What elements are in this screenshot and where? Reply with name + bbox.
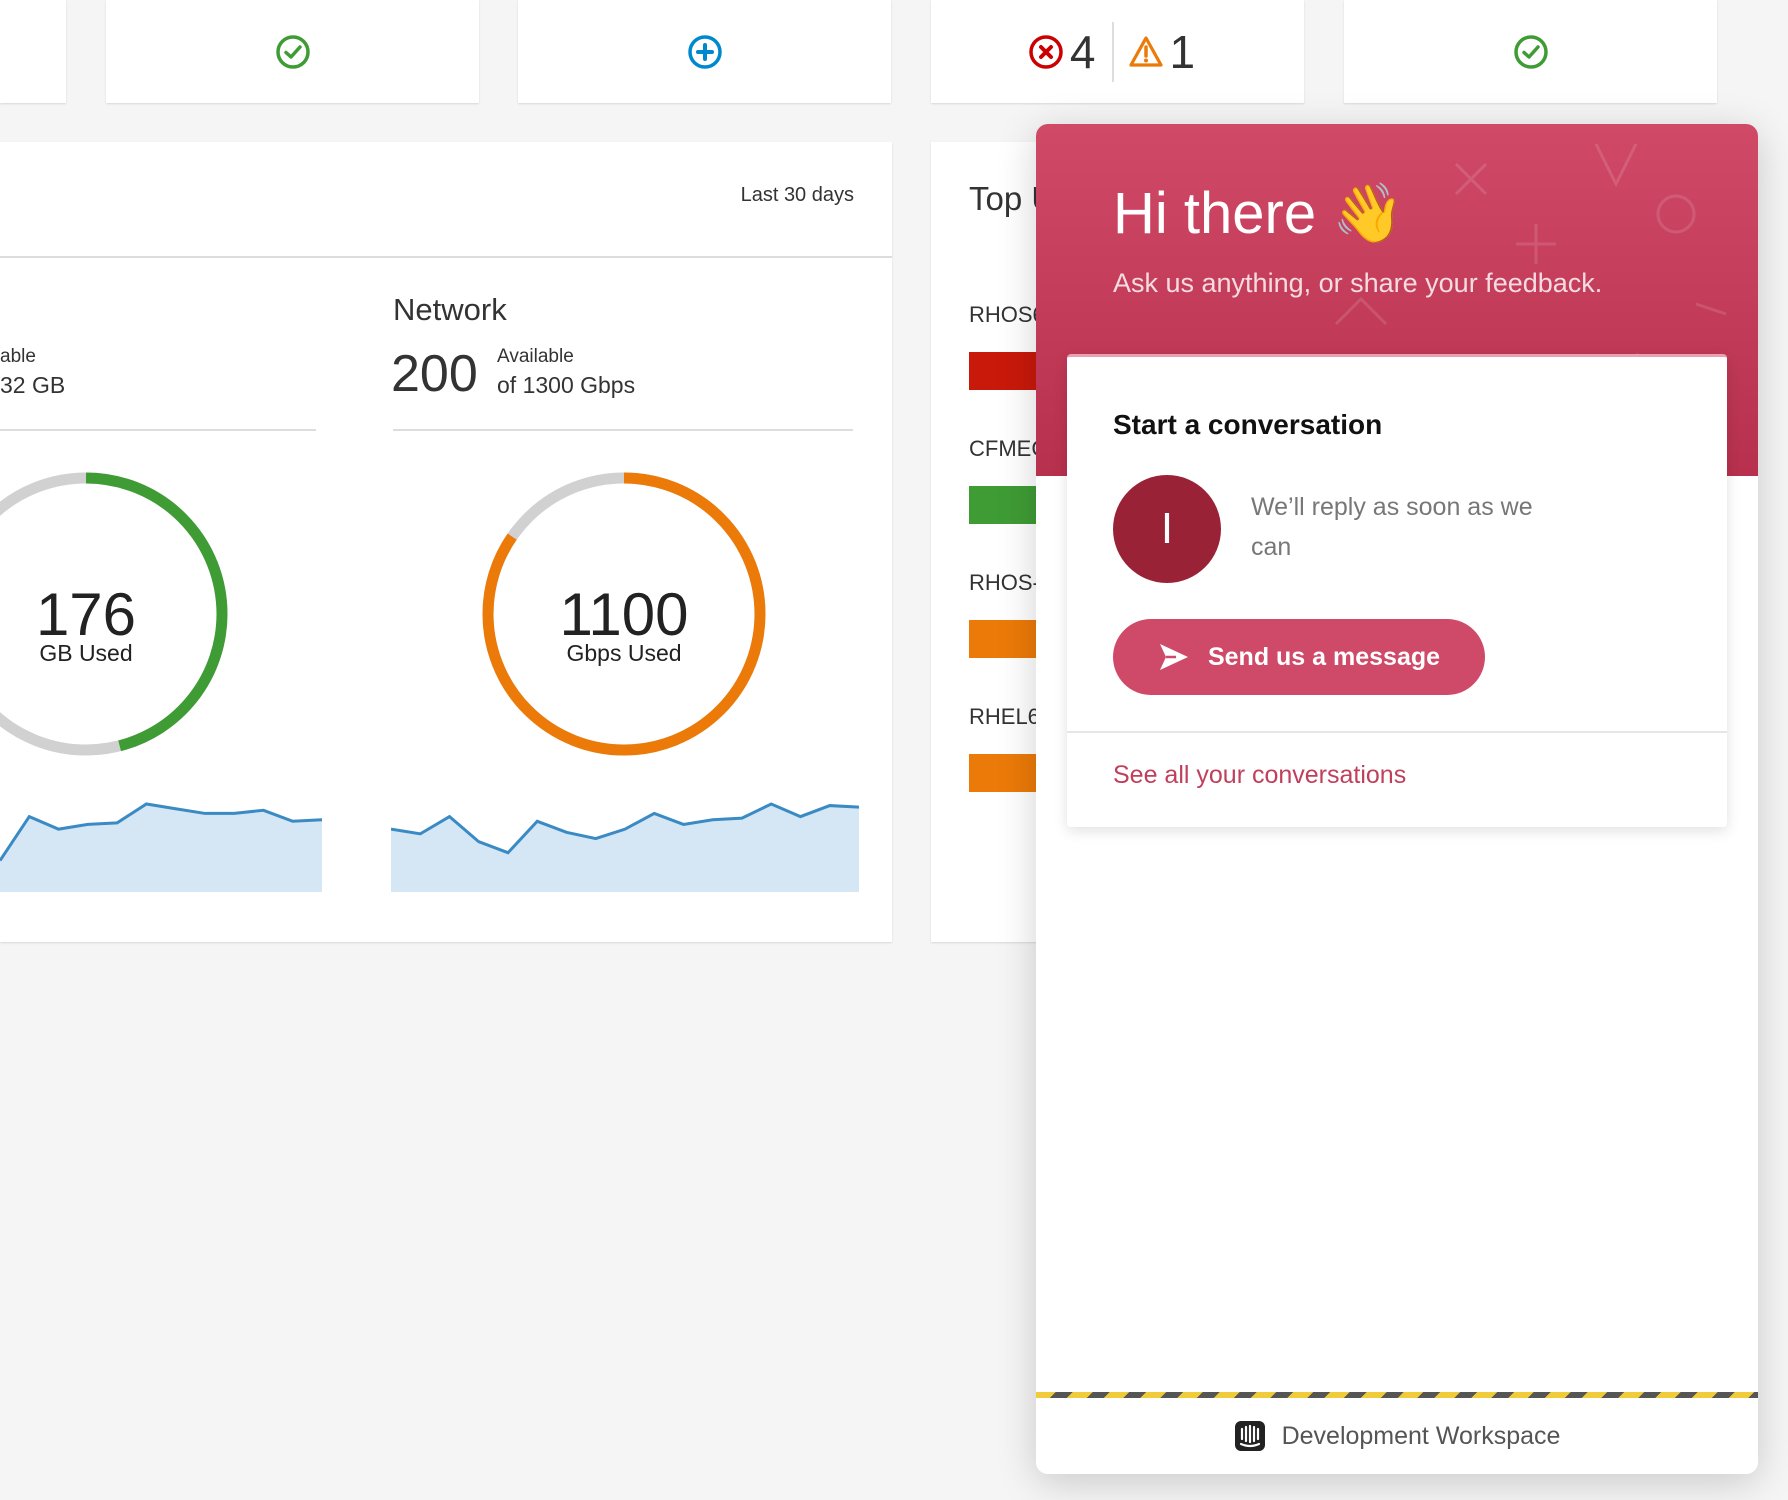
memory-used-value: 176 bbox=[35, 581, 137, 648]
conversation-divider bbox=[1067, 731, 1727, 733]
warning-count: 1 bbox=[1169, 25, 1196, 78]
check-circle-icon bbox=[275, 34, 310, 69]
network-sparkline bbox=[391, 802, 859, 892]
greeting: Hi there 👋 bbox=[1113, 181, 1405, 246]
memory-sparkline bbox=[0, 802, 322, 892]
memory-donut bbox=[0, 472, 228, 756]
send-message-button[interactable]: Send us a message bbox=[1113, 619, 1485, 695]
period-label[interactable]: Last 30 days bbox=[740, 184, 854, 206]
sparkline-line bbox=[0, 802, 322, 862]
warning-triangle-icon bbox=[1128, 35, 1163, 67]
network-available-value: 200 bbox=[391, 345, 478, 403]
count-divider bbox=[1111, 21, 1114, 82]
network-title: Network bbox=[393, 292, 507, 327]
send-message-label: Send us a message bbox=[1207, 642, 1441, 671]
dev-workspace-stripe bbox=[1036, 1392, 1758, 1398]
status-card-ok-2[interactable] bbox=[1344, 0, 1717, 103]
network-available-label: Available bbox=[497, 346, 574, 367]
memory-divider bbox=[0, 429, 316, 431]
plus-circle-icon bbox=[687, 34, 722, 69]
conversation-title: Start a conversation bbox=[1113, 409, 1383, 440]
messenger-panel: Hi there 👋 Ask us anything, or share you… bbox=[1036, 124, 1758, 1474]
sparkline-area bbox=[0, 804, 322, 892]
memory-used-label: GB Used bbox=[39, 640, 133, 666]
check-circle-icon bbox=[1513, 34, 1548, 69]
status-card-add[interactable] bbox=[518, 0, 891, 103]
network-donut bbox=[482, 472, 766, 756]
memory-available-label: able bbox=[0, 346, 36, 367]
top-item-label: RHOS6 bbox=[969, 302, 1045, 327]
top-item-label: RHOS- bbox=[969, 570, 1040, 595]
top-item-label: CFMEC bbox=[969, 436, 1048, 461]
status-card-alerts[interactable]: 4 1 bbox=[931, 0, 1304, 103]
messenger-footer: Development Workspace bbox=[1036, 1398, 1758, 1474]
utilization-card: Last 30 days able 32 GB 176 GB Used Netw… bbox=[0, 142, 892, 942]
network-total: of 1300 Gbps bbox=[497, 372, 636, 398]
error-circle-icon bbox=[1029, 34, 1063, 69]
intercom-logo-icon bbox=[1234, 1421, 1265, 1451]
send-icon bbox=[1159, 644, 1188, 670]
top-item-label: RHEL6 bbox=[969, 704, 1040, 729]
network-used-label: Gbps Used bbox=[566, 640, 682, 666]
network-used-value: 1100 bbox=[559, 581, 689, 648]
greeting-subtitle: Ask us anything, or share your feedback. bbox=[1113, 268, 1603, 298]
conversation-card: Start a conversation I We’ll reply as so… bbox=[1067, 354, 1727, 827]
see-all-conversations-link[interactable]: See all your conversations bbox=[1113, 761, 1407, 789]
reply-time-text: We’ll reply as soon as we can bbox=[1251, 493, 1533, 561]
utilization-header: Last 30 days bbox=[0, 142, 892, 258]
sparkline-line bbox=[391, 802, 859, 855]
memory-total: 32 GB bbox=[0, 372, 66, 398]
error-count: 4 bbox=[1069, 25, 1096, 78]
network-divider bbox=[393, 429, 853, 431]
status-card-partial bbox=[0, 0, 66, 103]
avatar: I bbox=[1113, 475, 1221, 583]
status-card-ok-1[interactable] bbox=[106, 0, 479, 103]
sparkline-area bbox=[391, 804, 859, 892]
footer-label: Development Workspace bbox=[1281, 1421, 1561, 1450]
